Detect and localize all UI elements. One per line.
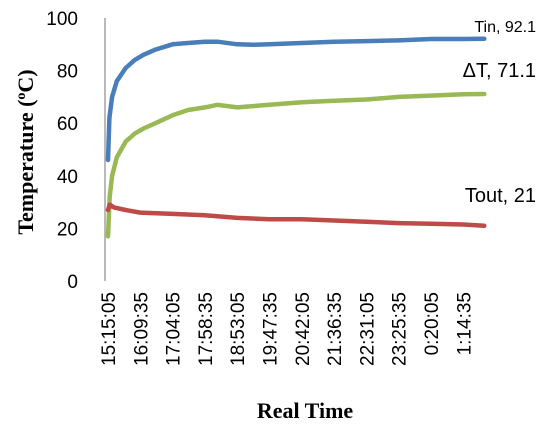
x-tick-label: 19:47:35 <box>261 292 282 366</box>
x-tick-label: 20:42:05 <box>293 292 314 366</box>
x-tick-labels: 15:15:05 16:09:35 17:04:05 17:58:35 18:53:05… <box>99 292 475 366</box>
series-line-0 <box>105 36 487 163</box>
y-tick-label: 60 <box>57 114 78 135</box>
x-tick-label: 22:31:05 <box>357 292 378 366</box>
y-axis-title: Temperature (oC) <box>13 69 38 234</box>
y-tick-label: 100 <box>46 9 78 30</box>
series-lines <box>105 36 487 239</box>
y-tick-label: 20 <box>57 219 78 240</box>
series-end-labels: Tin, 92.1 ΔT, 71.1 Tout, 21 <box>463 19 537 207</box>
y-tick-labels: 0 20 40 60 80 100 <box>46 9 78 293</box>
series-line-1 <box>105 91 487 239</box>
x-tick-label: 21:36:35 <box>325 292 346 366</box>
y-tick-label: 40 <box>57 167 78 188</box>
series-line-2 <box>105 202 487 229</box>
series-end-label: Tout, 21 <box>465 185 536 207</box>
y-tick-label: 0 <box>67 272 78 293</box>
x-tick-label: 17:58:35 <box>196 292 217 366</box>
x-tick-label: 23:25:35 <box>390 292 411 366</box>
series-end-label: ΔT, 71.1 <box>463 60 536 82</box>
y-tick-label: 80 <box>57 62 78 83</box>
x-tick-label: 0:20:05 <box>422 292 443 355</box>
x-tick-label: 15:15:05 <box>99 292 120 366</box>
x-tick-label: 17:04:05 <box>164 292 185 366</box>
x-tick-label: 16:09:35 <box>131 292 152 366</box>
series-end-label: Tin, 92.1 <box>474 19 536 36</box>
x-axis-title: Real Time <box>257 398 354 423</box>
x-tick-label: 1:14:35 <box>454 292 475 355</box>
x-tick-label: 18:53:05 <box>228 292 249 366</box>
